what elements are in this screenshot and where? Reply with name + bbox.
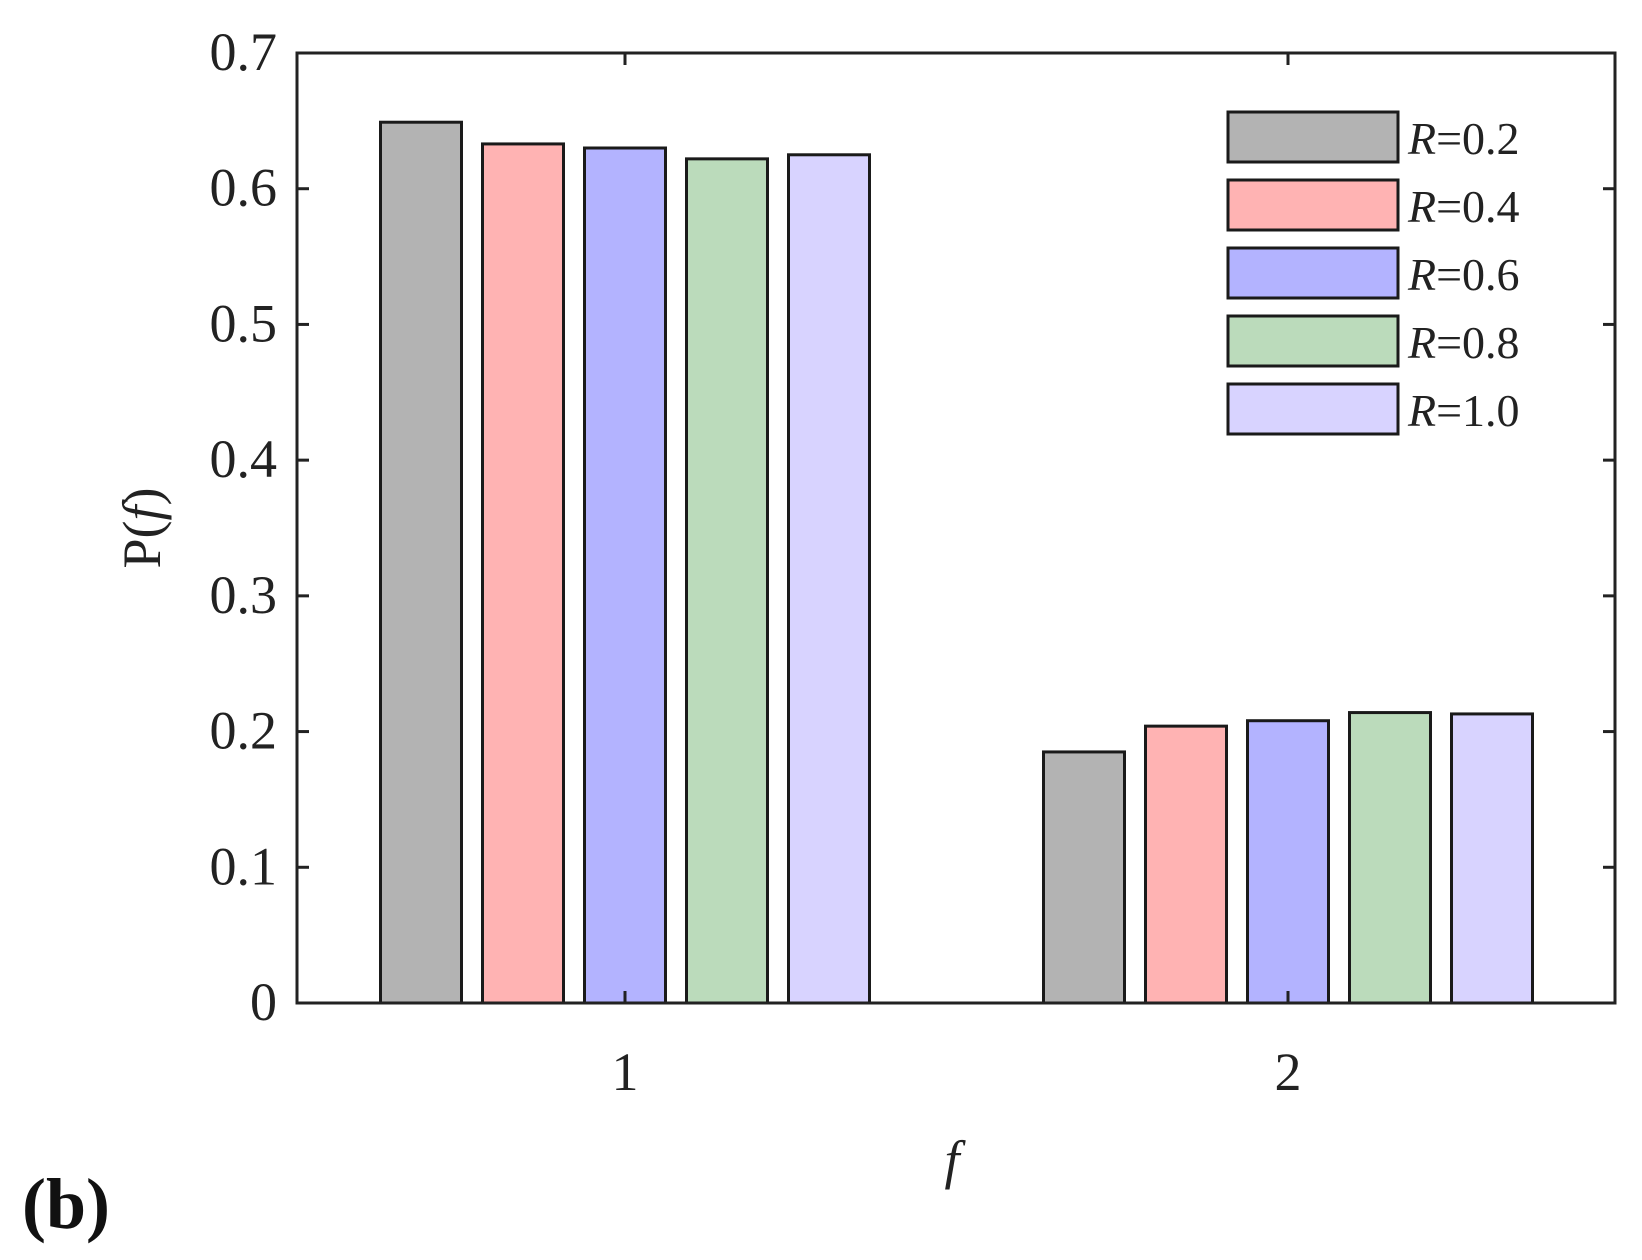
- bar-R-0-6-cat-2: [1246, 719, 1330, 1005]
- y-tick-label: 0.2: [210, 701, 278, 761]
- y-axis-label: P(f): [112, 487, 172, 568]
- bar-R-0-8-cat-1: [685, 157, 769, 1005]
- legend-swatch: [1226, 178, 1400, 232]
- legend-label-value: =1.0: [1436, 385, 1519, 436]
- bar-R-0-4-cat-1: [481, 142, 565, 1005]
- bar-R-1-0-cat-1: [787, 153, 871, 1005]
- y-tick-label: 0.4: [210, 429, 278, 489]
- y-tick-label: 0.5: [210, 293, 278, 353]
- y-tick-label: 0.7: [210, 22, 278, 82]
- legend-label-value: =0.8: [1436, 317, 1519, 368]
- legend-label: R=0.4: [1407, 181, 1520, 232]
- bars-layer: [379, 120, 1534, 1005]
- y-tick-label: 0.6: [210, 158, 278, 218]
- bar-R-0-2-cat-2: [1042, 750, 1126, 1005]
- legend-label-value: =0.4: [1436, 181, 1519, 232]
- bar-R-0-2-cat-1: [379, 120, 463, 1005]
- bar-R-0-6-cat-1: [583, 146, 667, 1005]
- y-tick-labels: 0 0.1 0.2 0.3 0.4 0.5 0.6 0.7: [210, 22, 278, 1032]
- panel-label: (b): [22, 1164, 110, 1244]
- legend-label-var: R: [1407, 249, 1436, 300]
- legend-label-var: R: [1407, 113, 1436, 164]
- legend-label-var: R: [1407, 385, 1436, 436]
- y-tick-label: 0.3: [210, 565, 278, 625]
- plot-frame: [295, 51, 1617, 1005]
- legend-label-value: =0.2: [1436, 113, 1519, 164]
- x-tick-label: 2: [1275, 1042, 1302, 1102]
- legend-swatch: [1226, 246, 1400, 300]
- legend-swatch: [1226, 382, 1400, 436]
- bar-R-0-4-cat-2: [1144, 724, 1228, 1005]
- legend-label: R=0.2: [1407, 113, 1520, 164]
- y-tick-label: 0: [250, 972, 277, 1032]
- legend-label-value: =0.6: [1436, 249, 1519, 300]
- legend-label: R=1.0: [1407, 385, 1520, 436]
- legend: R=0.2R=0.4R=0.6R=0.8R=1.0: [1226, 110, 1520, 436]
- legend-label: R=0.8: [1407, 317, 1520, 368]
- legend-swatch: [1226, 110, 1400, 164]
- bar-R-0-8-cat-2: [1348, 711, 1432, 1005]
- legend-label: R=0.6: [1407, 249, 1520, 300]
- x-tick-label: 1: [612, 1042, 639, 1102]
- legend-label-var: R: [1407, 181, 1436, 232]
- y-tick-label: 0.1: [210, 836, 278, 896]
- legend-swatch: [1226, 314, 1400, 368]
- legend-label-var: R: [1407, 317, 1436, 368]
- bar-R-1-0-cat-2: [1450, 712, 1534, 1005]
